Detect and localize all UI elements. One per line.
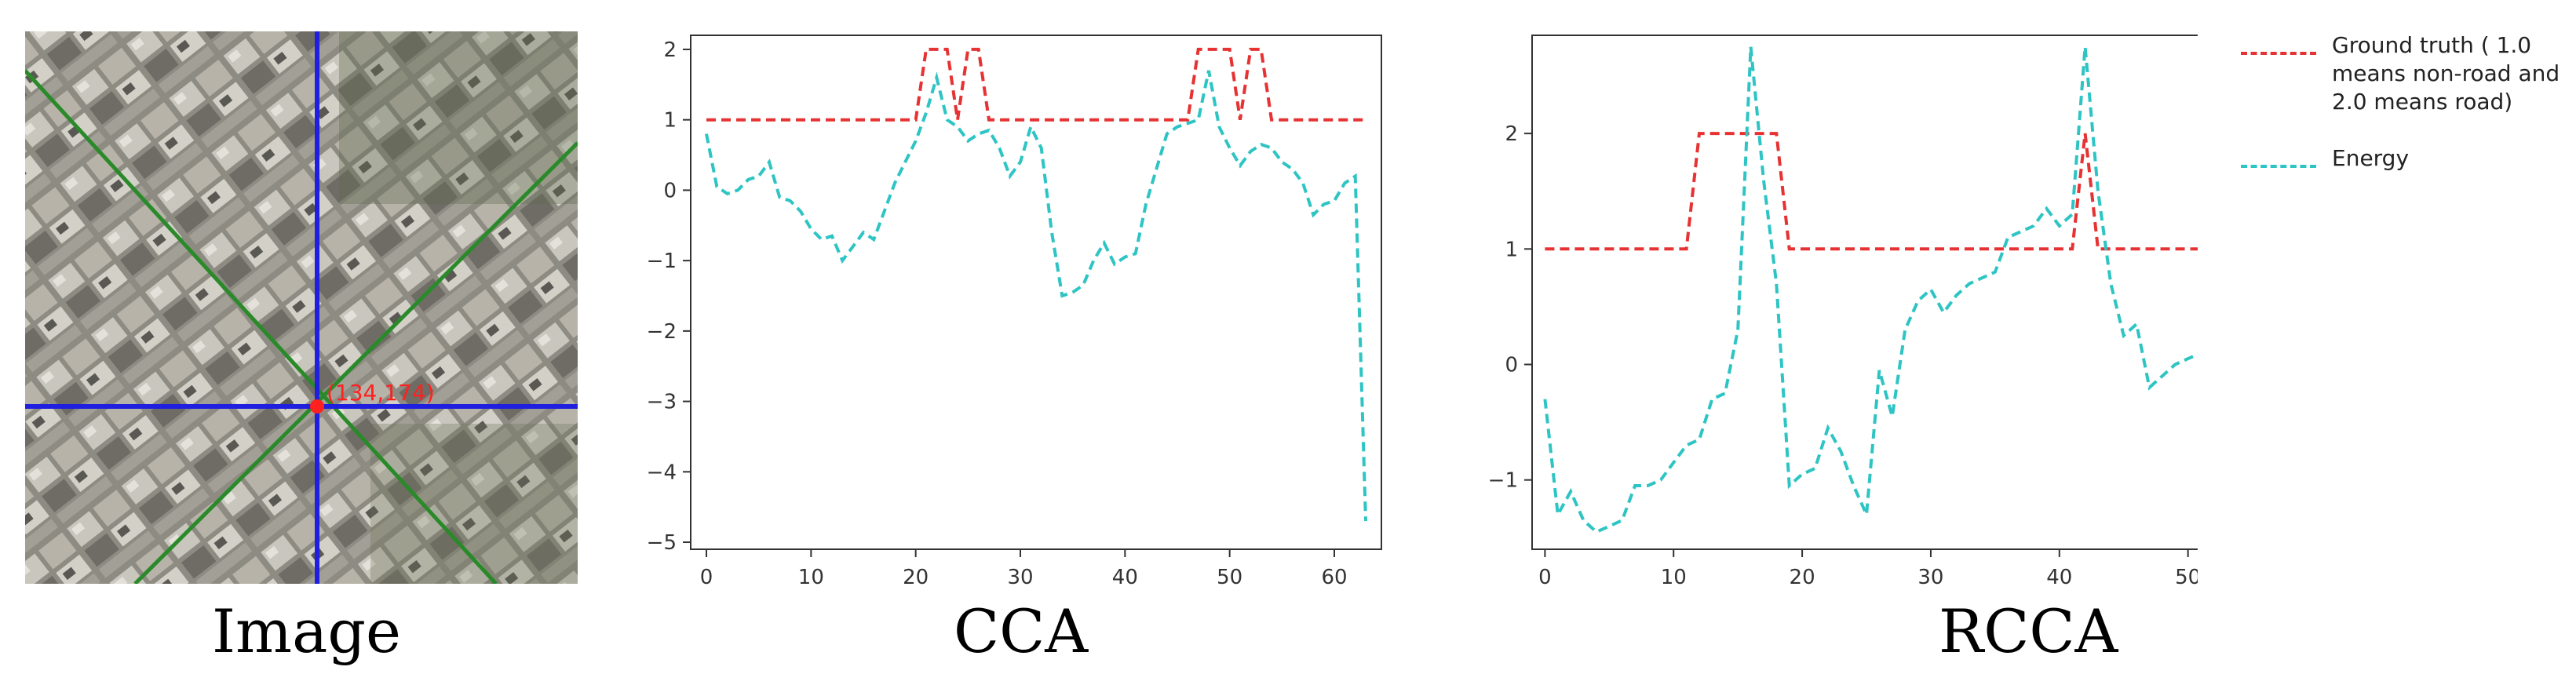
x-tick-label: 20 bbox=[903, 566, 929, 589]
y-tick-label: 2 bbox=[663, 38, 677, 62]
aerial-image: (134,174) bbox=[25, 31, 578, 584]
y-tick-label: 0 bbox=[663, 179, 677, 202]
x-tick-label: 0 bbox=[700, 566, 713, 589]
x-tick-label: 60 bbox=[1321, 566, 1347, 589]
legend-item-energy: Energy bbox=[2241, 144, 2571, 173]
aerial-ground bbox=[25, 31, 578, 584]
y-tick-label: 2 bbox=[1505, 122, 1518, 146]
y-tick-label: 0 bbox=[1505, 353, 1518, 377]
chart-legend: Ground truth ( 1.0 means non-road and 2.… bbox=[2241, 31, 2571, 201]
legend-label-energy: Energy bbox=[2332, 145, 2410, 171]
legend-swatch-energy bbox=[2241, 165, 2316, 168]
x-tick-label: 10 bbox=[1661, 566, 1687, 589]
legend-swatch-ground-truth bbox=[2241, 52, 2316, 55]
ground-truth-line bbox=[1545, 132, 2198, 251]
cca-chart: 0 10 20 30 40 50 60 −5 −4 −3 −2 −1 0 1 2 bbox=[647, 35, 1382, 589]
energy-line bbox=[705, 70, 1367, 522]
x-tick-label: 10 bbox=[798, 566, 824, 589]
x-tick-label: 30 bbox=[1917, 566, 1943, 589]
y-tick-label: −4 bbox=[647, 461, 677, 484]
x-tick-label: 50 bbox=[1217, 566, 1242, 589]
query-point-label: (134,174) bbox=[327, 380, 435, 406]
caption-rcca: RCCA bbox=[1939, 596, 2118, 666]
plot-frame bbox=[1531, 35, 2198, 550]
rcca-chart: 0 10 20 30 40 50 −1 0 1 2 bbox=[1488, 35, 2198, 589]
y-tick-label: −5 bbox=[647, 531, 677, 555]
caption-cca: CCA bbox=[954, 596, 1089, 666]
query-point bbox=[310, 399, 324, 414]
y-tick-label: 1 bbox=[1505, 238, 1518, 261]
caption-image: Image bbox=[212, 596, 402, 666]
legend-label-ground-truth: Ground truth ( 1.0 means non-road and 2.… bbox=[2332, 32, 2560, 115]
energy-line bbox=[1543, 46, 2198, 534]
y-tick-label: −1 bbox=[647, 250, 677, 273]
diagonal-road-line-2 bbox=[133, 141, 578, 584]
y-tick-label: −1 bbox=[1488, 469, 1518, 493]
plot-frame bbox=[690, 35, 1382, 550]
y-tick-label: 1 bbox=[663, 109, 677, 133]
x-tick-label: 40 bbox=[1112, 566, 1138, 589]
diagonal-road-line-1 bbox=[25, 69, 498, 584]
x-tick-label: 50 bbox=[2175, 566, 2198, 589]
ground-truth-line bbox=[706, 47, 1366, 122]
x-tick-label: 20 bbox=[1790, 566, 1815, 589]
y-tick-label: −2 bbox=[647, 320, 677, 344]
shade-top-right bbox=[339, 31, 578, 204]
y-tick-label: −3 bbox=[647, 391, 677, 414]
x-tick-label: 40 bbox=[2046, 566, 2072, 589]
legend-item-ground-truth: Ground truth ( 1.0 means non-road and 2.… bbox=[2241, 31, 2571, 116]
x-tick-label: 30 bbox=[1007, 566, 1033, 589]
x-tick-label: 0 bbox=[1538, 566, 1552, 589]
